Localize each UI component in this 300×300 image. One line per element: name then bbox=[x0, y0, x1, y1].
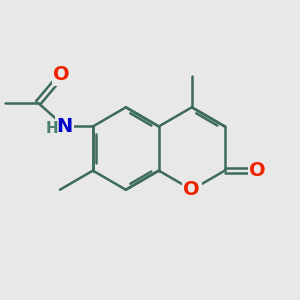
Text: N: N bbox=[56, 117, 73, 136]
Text: H: H bbox=[46, 121, 58, 136]
Text: O: O bbox=[53, 65, 70, 84]
Text: O: O bbox=[184, 180, 200, 199]
Text: O: O bbox=[250, 161, 266, 180]
